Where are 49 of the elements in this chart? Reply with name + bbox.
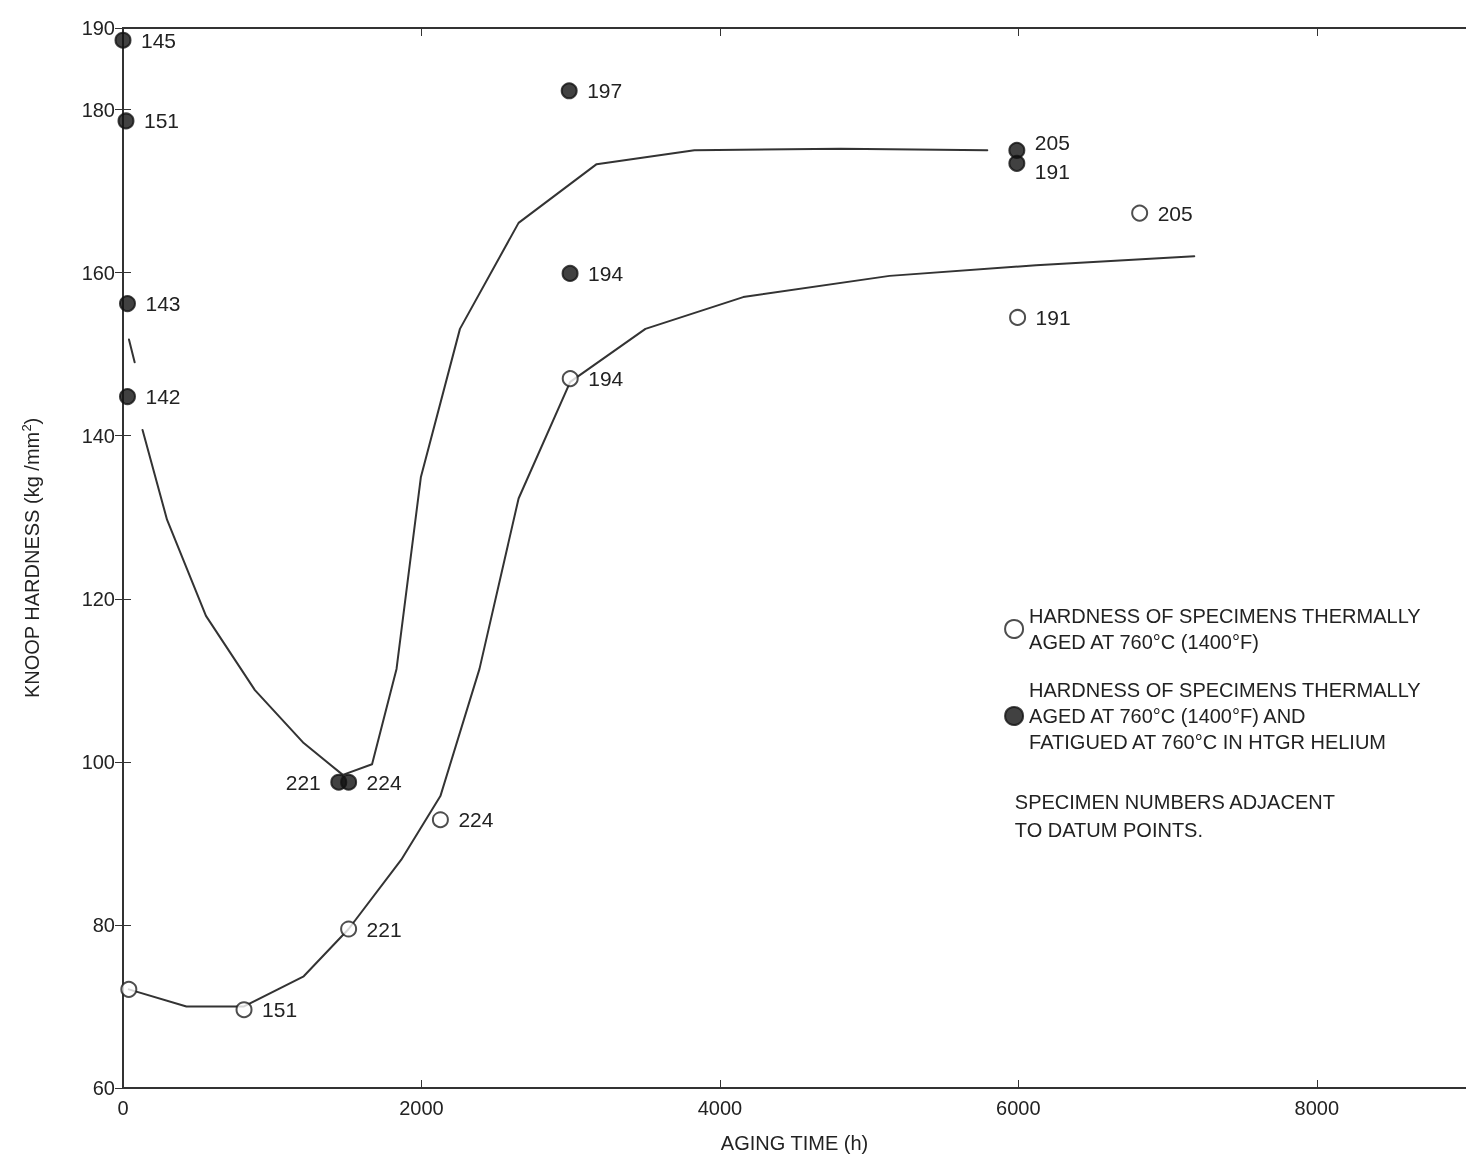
annotation: 145 [141,28,177,52]
point [561,370,579,388]
point [1008,154,1026,172]
y-axis-title: KNOOP HARDNESS (kg /mm2) [19,417,43,699]
x-tick-label: 2000 [399,1097,444,1119]
x-tick-label: 6000 [996,1097,1041,1119]
annotation: 205 [1034,130,1070,154]
annotation: 151 [143,109,180,133]
annotation: 221 [366,917,402,941]
y-tick-label: 60 [92,1077,115,1099]
y-tick-label: 190 [81,17,115,39]
point [340,920,358,938]
point [431,811,449,829]
annotation: 224 [366,770,402,794]
point [120,980,138,998]
annotation: 191 [1034,159,1070,183]
annotation: SPECIMEN NUMBERS ADJACENT TO DATUM POINTS. [1014,791,1335,841]
annotation: 151 [262,998,298,1022]
y-tick-label: 140 [81,424,115,447]
point [340,773,358,791]
x-tick-label: 0 [117,1097,129,1119]
point [1009,308,1027,326]
y-tick-label: 180 [81,98,115,121]
point [118,388,136,406]
x-tick-label: 4000 [697,1097,743,1119]
annotation: 221 [285,770,321,794]
point [235,1001,253,1019]
point [117,112,135,130]
annotation: 191 [1035,305,1071,329]
annotation: 205 [1157,201,1193,225]
x-axis-title: AGING TIME (h) [720,1132,869,1154]
annotation: 224 [458,808,494,832]
point [560,82,578,100]
point [1131,204,1149,222]
annotation: 194 [588,367,624,391]
y-tick-label: 120 [81,587,115,610]
point [114,31,132,49]
y-tick-label: 100 [81,750,115,773]
point [561,264,579,282]
y-tick-label: 80 [92,913,115,936]
legend-label: HARDNESS OF SPECIMENS THERMALLY AGED AT 760°C (1400°F) [1029,605,1421,653]
annotation: 194 [588,261,624,285]
x-tick-label: 8000 [1294,1097,1340,1119]
y-tick-label: 160 [81,261,115,284]
annotation: 142 [145,385,181,409]
annotation: 143 [145,292,181,316]
legend-label: HARDNESS OF SPECIMENS THERMALLY AGED AT 760°C (1400°F) AND FATIGUED AT 760°C IN HTGR HELIUM [1029,679,1421,753]
annotation: 197 [587,79,623,103]
point [118,295,136,313]
